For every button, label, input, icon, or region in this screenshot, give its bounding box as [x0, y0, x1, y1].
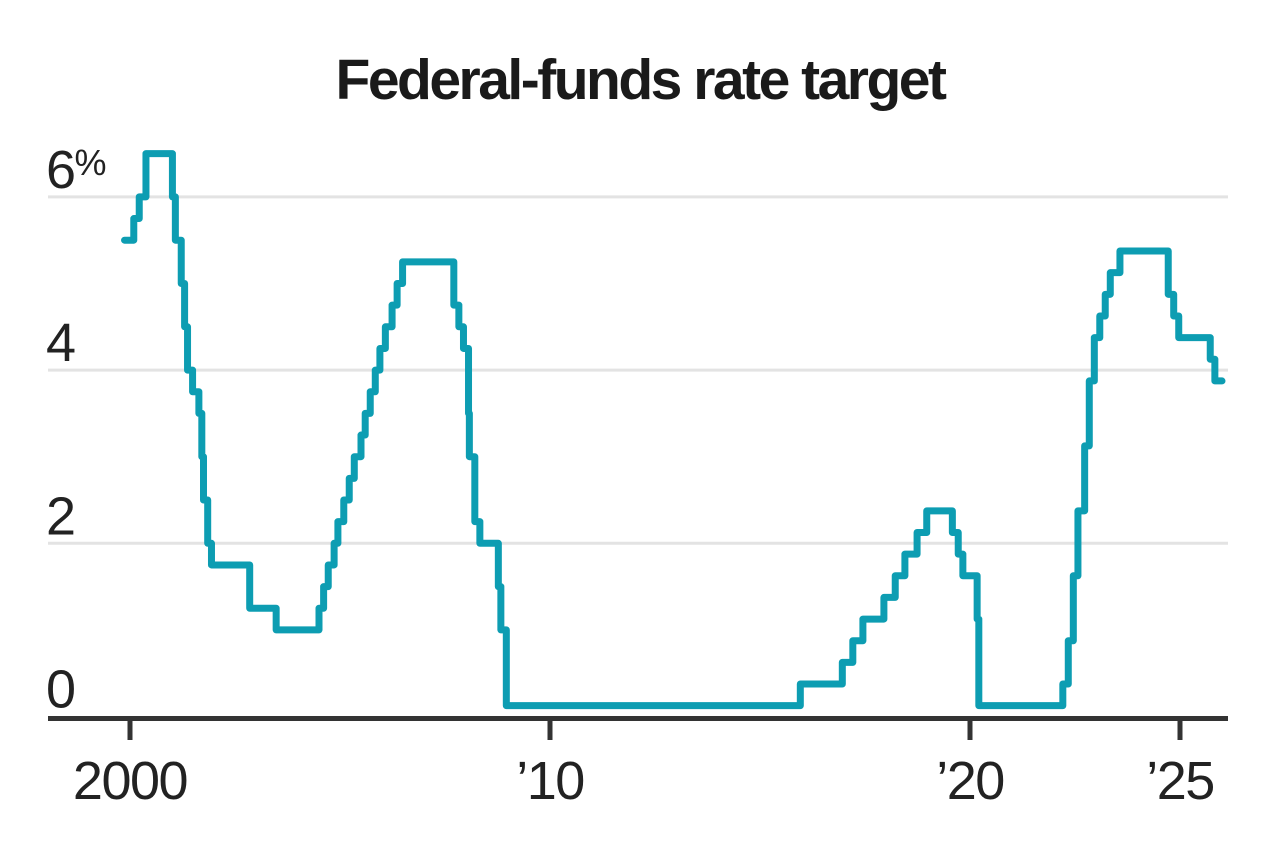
x-axis-line: [48, 716, 1228, 721]
y-axis-tick-label: 6%: [46, 140, 106, 200]
x-axis-tick: [127, 716, 133, 740]
x-axis-tick-label: ’25: [1146, 751, 1214, 811]
y-axis-tick-label: 4: [46, 313, 75, 373]
x-axis-tick: [547, 716, 553, 740]
y-axis-tick-label: 2: [46, 486, 75, 546]
x-axis-tick: [1177, 716, 1183, 740]
x-axis-tick-label: ’10: [516, 751, 584, 811]
chart-title: Federal-funds rate target: [335, 48, 947, 112]
x-axis-tick-label: 2000: [73, 751, 187, 811]
y-axis-tick-label: 0: [46, 660, 75, 720]
rate-step-line: [121, 150, 1226, 710]
x-axis-tick-label: ’20: [936, 751, 1004, 811]
x-axis-tick: [967, 716, 973, 740]
